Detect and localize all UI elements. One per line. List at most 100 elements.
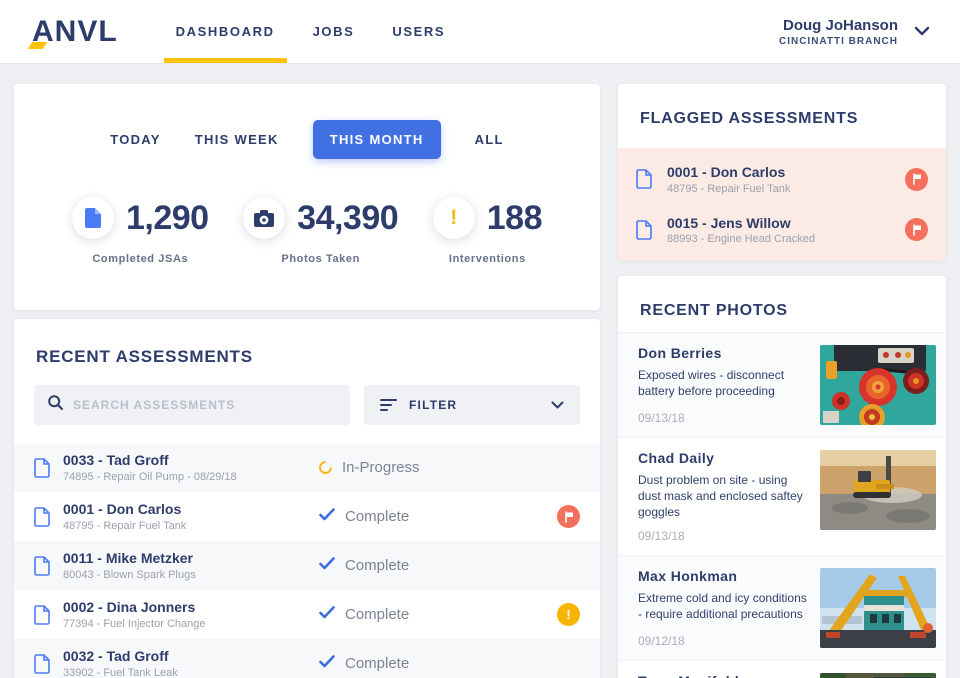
- photo-date: 09/13/18: [638, 411, 685, 425]
- assessment-row[interactable]: 0011 - Mike Metzker 80043 - Blown Spark …: [14, 541, 600, 590]
- stats-row: 1,290 Completed JSAs: [14, 197, 600, 265]
- assessment-subtitle: 80043 - Blown Spark Plugs: [63, 568, 196, 581]
- stat-value: 34,390: [297, 198, 399, 237]
- assessment-title: 0001 - Don Carlos: [63, 501, 182, 518]
- photo-author: Chad Daily: [638, 450, 715, 466]
- warning-badge-icon: !: [557, 603, 580, 626]
- photo-item[interactable]: Chad Daily Dust problem on site - using …: [618, 437, 946, 555]
- assessment-row[interactable]: 0002 - Dina Jonners 77394 - Fuel Injecto…: [14, 590, 600, 639]
- stat-value: 188: [486, 198, 543, 237]
- assessments-list: 0033 - Tad Groff 74895 - Repair Oil Pump…: [14, 443, 600, 678]
- flag-badge-icon: [905, 167, 928, 191]
- main-nav: DASHBOARD JOBS USERS: [163, 0, 446, 63]
- status-complete: Complete: [319, 557, 580, 574]
- stat-interventions: ! 188 Interventions: [432, 197, 543, 265]
- assessment-subtitle: 33902 - Fuel Tank Leak: [63, 666, 178, 678]
- recent-photos-card: RECENT PHOTOS Don Berries Exposed wires …: [618, 276, 946, 678]
- check-icon: [319, 508, 335, 525]
- flagged-item[interactable]: 0001 - Don Carlos 48795 - Repair Fuel Ta…: [618, 154, 946, 205]
- stat-label: Completed JSAs: [92, 253, 189, 265]
- assessment-subtitle: 77394 - Fuel Injector Change: [63, 617, 206, 630]
- toggle-this-month[interactable]: THIS MONTH: [312, 120, 441, 159]
- anvl-logo[interactable]: ANVL: [27, 0, 118, 63]
- nav-tab-users[interactable]: USERS: [392, 24, 446, 39]
- check-icon: [319, 655, 335, 672]
- user-branch: CINCINATTI BRANCH: [778, 35, 898, 47]
- document-outline-icon: [34, 604, 51, 625]
- stat-photos-taken: 34,390 Photos Taken: [243, 197, 399, 265]
- recent-photos-title: RECENT PHOTOS: [640, 302, 788, 319]
- toggle-today[interactable]: TODAY: [110, 132, 161, 147]
- filter-dropdown[interactable]: FILTER: [364, 385, 580, 425]
- filter-label: FILTER: [409, 398, 458, 412]
- left-column: TODAY THIS WEEK THIS MONTH ALL 1,290: [14, 84, 600, 678]
- toggle-all[interactable]: ALL: [474, 132, 504, 147]
- photo-description: Extreme cold and icy conditions - requir…: [638, 590, 807, 621]
- status-complete: Complete: [319, 606, 557, 623]
- toggle-this-week[interactable]: THIS WEEK: [194, 132, 279, 147]
- photo-drill-rig-dusty-site[interactable]: [820, 450, 936, 530]
- stat-completed-jsas: 1,290 Completed JSAs: [72, 197, 209, 265]
- stat-label: Photos Taken: [281, 253, 360, 265]
- flagged-title: 0001 - Don Carlos: [667, 164, 786, 180]
- photo-crane-ship[interactable]: [820, 567, 936, 648]
- assessment-row[interactable]: 0033 - Tad Groff 74895 - Repair Oil Pump…: [14, 443, 600, 492]
- stats-summary-card: TODAY THIS WEEK THIS MONTH ALL 1,290: [14, 84, 600, 310]
- flagged-item[interactable]: 0015 - Jens Willow 88993 - Engine Head C…: [618, 205, 946, 256]
- search-box: [34, 385, 350, 425]
- photo-item[interactable]: Don Berries Exposed wires - disconnect b…: [618, 332, 946, 437]
- status-in-progress: In-Progress: [316, 458, 580, 477]
- assessment-title: 0011 - Mike Metzker: [63, 550, 193, 567]
- camera-icon: [243, 197, 286, 239]
- dashboard-content: TODAY THIS WEEK THIS MONTH ALL 1,290: [0, 64, 960, 678]
- in-progress-spinner-icon: [316, 458, 335, 477]
- top-navigation-bar: ANVL DASHBOARD JOBS USERS Doug JoHanson …: [0, 0, 960, 64]
- status-complete: Complete: [319, 508, 557, 525]
- document-outline-icon: [34, 506, 51, 527]
- user-name: Doug JoHanson: [783, 16, 898, 34]
- chevron-down-icon: [551, 396, 564, 414]
- flagged-title: 0015 - Jens Willow: [667, 214, 791, 231]
- photo-author: Don Berries: [638, 345, 722, 361]
- search-icon: [48, 395, 63, 415]
- document-outline-icon: [34, 457, 51, 478]
- nav-tab-jobs[interactable]: JOBS: [312, 24, 355, 39]
- search-input[interactable]: [73, 385, 336, 425]
- assessment-row[interactable]: 0032 - Tad Groff 33902 - Fuel Tank Leak …: [14, 639, 600, 678]
- chevron-down-icon: [914, 23, 930, 41]
- recent-assessments-card: RECENT ASSESSMENTS FILTER: [14, 319, 600, 678]
- document-outline-icon: [34, 555, 51, 576]
- flagged-subtitle: 88993 - Engine Head Cracked: [667, 233, 815, 245]
- assessment-title: 0032 - Tad Groff: [63, 648, 169, 665]
- flagged-subtitle: 48795 - Repair Fuel Tank: [667, 182, 791, 195]
- assessment-title: 0002 - Dina Jonners: [63, 599, 196, 616]
- flagged-assessments-card: FLAGGED ASSESSMENTS 0001 - Don Carlos 48…: [618, 84, 946, 261]
- flag-badge-icon: [905, 218, 928, 242]
- check-icon: [319, 557, 335, 574]
- photo-author: Terry Manifold: [638, 673, 810, 678]
- photo-description: Exposed wires - disconnect battery befor…: [638, 368, 785, 399]
- date-range-toggle: TODAY THIS WEEK THIS MONTH ALL: [14, 84, 600, 159]
- photo-item[interactable]: Max Honkman Extreme cold and icy conditi…: [618, 554, 946, 660]
- photo-engine-with-red-pulleys[interactable]: [820, 345, 936, 425]
- document-outline-icon: [636, 169, 653, 190]
- document-outline-icon: [636, 219, 653, 240]
- document-outline-icon: [34, 653, 51, 674]
- stat-label: Interventions: [448, 253, 526, 265]
- assessments-controls: FILTER: [14, 385, 600, 443]
- user-menu[interactable]: Doug JoHanson CINCINATTI BRANCH: [779, 0, 930, 63]
- stat-value: 1,290: [126, 198, 209, 237]
- flagged-assessments-title: FLAGGED ASSESSMENTS: [640, 110, 859, 127]
- photo-author: Max Honkman: [638, 567, 738, 584]
- assessment-row[interactable]: 0001 - Don Carlos 48795 - Repair Fuel Ta…: [14, 492, 600, 541]
- photo-tractor-tire[interactable]: [820, 672, 936, 678]
- nav-tab-dashboard[interactable]: DASHBOARD: [163, 0, 287, 63]
- check-icon: [319, 606, 335, 623]
- flagged-list: 0001 - Don Carlos 48795 - Repair Fuel Ta…: [618, 148, 946, 261]
- photo-date: 09/13/18: [638, 528, 685, 543]
- photo-item[interactable]: Terry Manifold Use step ladder to access…: [618, 659, 946, 678]
- topbar-spacer: [445, 0, 779, 63]
- user-info: Doug JoHanson CINCINATTI BRANCH: [779, 17, 898, 47]
- photo-date: 09/12/18: [638, 633, 685, 648]
- exclamation-icon: !: [432, 197, 475, 239]
